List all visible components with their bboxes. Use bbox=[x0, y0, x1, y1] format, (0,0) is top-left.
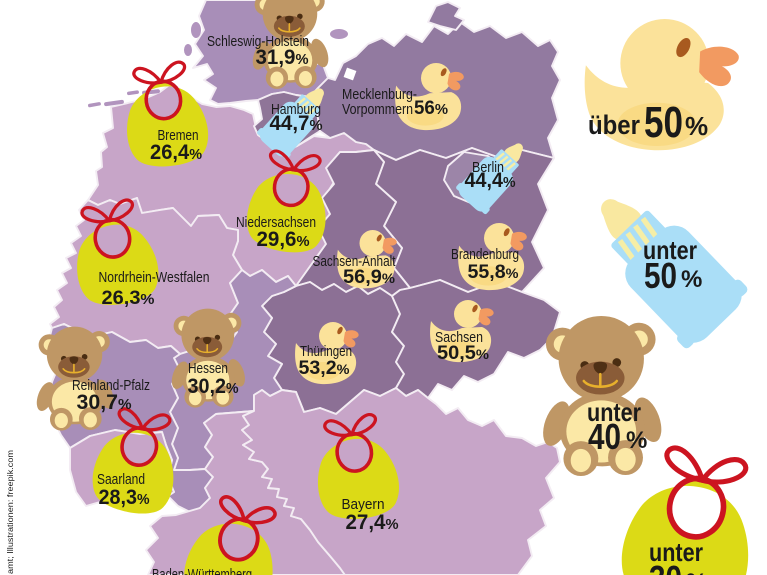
svg-text:55,8%: 55,8% bbox=[468, 262, 520, 283]
svg-text:Niedersachsen: Niedersachsen bbox=[236, 215, 316, 231]
svg-text:Mecklenburg-: Mecklenburg- bbox=[342, 87, 417, 103]
svg-text:Brandenburg: Brandenburg bbox=[451, 247, 519, 263]
svg-text:50,5%: 50,5% bbox=[437, 343, 490, 364]
svg-text:28,3%: 28,3% bbox=[99, 486, 150, 509]
svg-text:Sachsen-Anhalt: Sachsen-Anhalt bbox=[313, 254, 396, 270]
svg-text:56%: 56% bbox=[414, 98, 448, 119]
svg-text:unter: unter bbox=[587, 397, 641, 427]
svg-text:Hamburg: Hamburg bbox=[271, 102, 321, 118]
svg-text:30: 30 bbox=[649, 558, 682, 575]
svg-text:%: % bbox=[626, 427, 647, 454]
svg-text:50: 50 bbox=[644, 98, 683, 147]
svg-text:29,6%: 29,6% bbox=[257, 228, 310, 251]
svg-text:26,4%: 26,4% bbox=[150, 141, 202, 164]
svg-text:50: 50 bbox=[644, 255, 677, 296]
svg-text:Thüringen: Thüringen bbox=[300, 344, 352, 360]
svg-text:27,4%: 27,4% bbox=[346, 511, 399, 534]
svg-text:amt; Illustrationen: freepik.c: amt; Illustrationen: freepik.com bbox=[5, 450, 15, 574]
svg-text:44,7%: 44,7% bbox=[270, 112, 323, 135]
svg-text:unter: unter bbox=[649, 537, 703, 567]
svg-text:Nordrhein-Westfalen: Nordrhein-Westfalen bbox=[99, 270, 210, 286]
svg-text:Sachsen: Sachsen bbox=[435, 330, 483, 346]
svg-text:Bayern: Bayern bbox=[342, 497, 385, 513]
svg-text:56,9%: 56,9% bbox=[343, 267, 396, 288]
svg-text:über: über bbox=[588, 110, 640, 140]
svg-text:%: % bbox=[681, 266, 702, 293]
svg-text:%: % bbox=[686, 569, 707, 575]
svg-text:%: % bbox=[685, 111, 708, 141]
svg-text:Baden-Württemberg: Baden-Württemberg bbox=[152, 567, 252, 575]
svg-text:26,3%: 26,3% bbox=[102, 288, 155, 309]
svg-text:Reinland-Pfalz: Reinland-Pfalz bbox=[72, 378, 150, 394]
svg-text:44,4%: 44,4% bbox=[465, 169, 516, 192]
svg-text:Schleswig-Holstein: Schleswig-Holstein bbox=[207, 34, 309, 50]
svg-text:Bremen: Bremen bbox=[158, 128, 199, 144]
svg-text:31,9%: 31,9% bbox=[256, 46, 309, 69]
svg-text:53,2%: 53,2% bbox=[299, 358, 351, 379]
svg-text:30,7%: 30,7% bbox=[77, 391, 132, 414]
svg-text:unter: unter bbox=[643, 235, 697, 265]
svg-text:Vorpommern: Vorpommern bbox=[342, 102, 413, 118]
svg-text:Saarland: Saarland bbox=[97, 472, 145, 488]
svg-text:40: 40 bbox=[588, 416, 621, 457]
svg-text:30,2%: 30,2% bbox=[188, 375, 239, 398]
svg-text:Hessen: Hessen bbox=[188, 361, 228, 377]
svg-text:Berlin: Berlin bbox=[472, 160, 504, 176]
